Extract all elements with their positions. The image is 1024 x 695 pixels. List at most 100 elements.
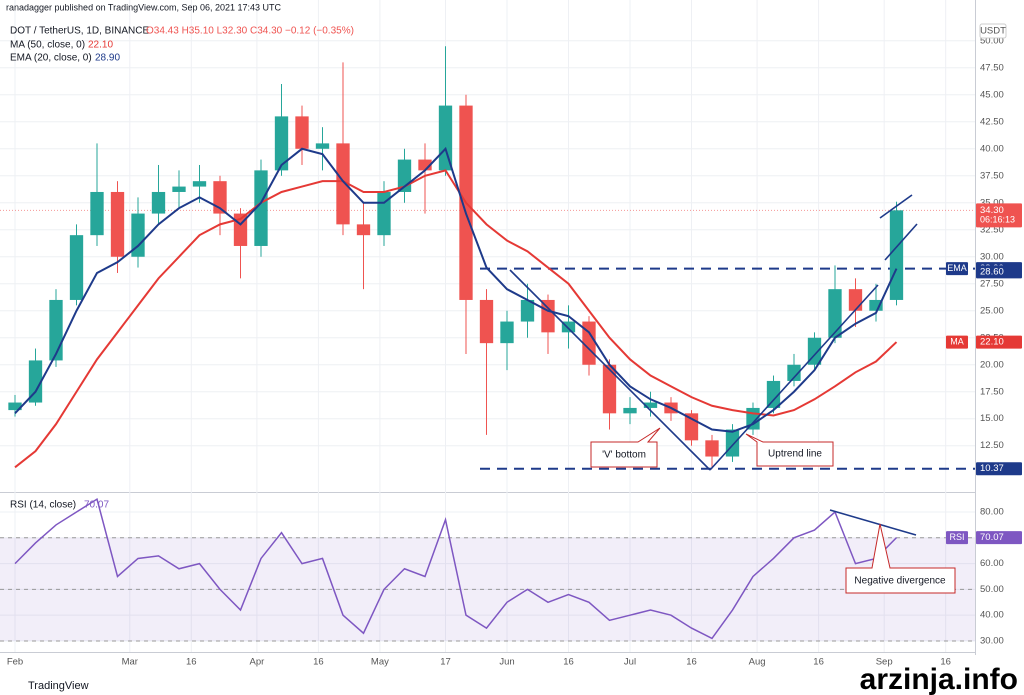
candle-body xyxy=(28,360,43,403)
rsi-tag-label: 70.07 xyxy=(980,532,1004,543)
callout xyxy=(845,523,956,594)
price-tag xyxy=(976,265,1022,279)
x-tick-label: 16 xyxy=(686,657,697,668)
y-tick-label: 50.00 xyxy=(980,35,1004,46)
y-tick-label: 80.00 xyxy=(980,507,1004,518)
price-tag-label: 28.60 xyxy=(980,266,1004,277)
x-tick-label: Apr xyxy=(250,657,265,668)
candle-body xyxy=(151,191,166,214)
candle-body xyxy=(418,159,432,171)
y-tick-label: 25.00 xyxy=(980,305,1004,316)
x-tick-label: 17 xyxy=(440,657,451,668)
tag-name-box xyxy=(946,262,968,276)
candle-body xyxy=(623,407,637,414)
ema-value: 28.90 xyxy=(95,53,120,64)
price-tag-label: 10.37 xyxy=(980,463,1004,474)
y-tick-label: 50.00 xyxy=(980,584,1004,595)
rsi-line xyxy=(14,497,898,640)
tag-name: EMA xyxy=(947,263,967,273)
ema-label: EMA (20, close, 0) xyxy=(10,53,92,64)
y-tick-label: 30.00 xyxy=(980,251,1004,262)
x-tick-label: Mar xyxy=(122,657,138,668)
x-tick-label: Jun xyxy=(499,657,514,668)
candle-body xyxy=(69,235,84,300)
candle-body xyxy=(479,299,494,344)
y-tick-label: 17.50 xyxy=(980,386,1004,397)
trendline xyxy=(509,269,711,471)
x-tick-label: Sep xyxy=(876,657,893,668)
tag-name-box xyxy=(946,531,968,545)
candle-body xyxy=(602,364,617,414)
ma-label: MA (50, close, 0) xyxy=(10,40,85,51)
candle-body xyxy=(561,321,576,333)
candle-body xyxy=(131,213,145,257)
price-tag-label: 22.10 xyxy=(980,337,1004,348)
candle-body xyxy=(192,181,207,187)
y-tick-label: 15.00 xyxy=(980,413,1004,424)
candle-body xyxy=(725,429,740,457)
y-tick-label: 42.50 xyxy=(980,116,1004,127)
candle-body xyxy=(828,289,842,338)
trendlines xyxy=(509,194,918,536)
annotation-boxes: 'V' bottom Uptrend line Negative diverge… xyxy=(590,427,956,594)
x-tick-label: Feb xyxy=(7,657,23,668)
y-tick-label: 47.50 xyxy=(980,62,1004,73)
price-tag xyxy=(976,462,1022,476)
candle-body xyxy=(172,186,186,192)
candle-body xyxy=(49,299,63,361)
x-tick-label: May xyxy=(371,657,389,668)
currency: USDT xyxy=(980,26,1006,37)
trendline xyxy=(884,223,918,261)
y-tick-label: 30.00 xyxy=(980,635,1004,646)
candle-body xyxy=(438,105,453,171)
trendline xyxy=(879,194,913,219)
x-tick-label: 16 xyxy=(563,657,574,668)
y-tick-label: 12.50 xyxy=(980,440,1004,451)
candle-body xyxy=(889,210,904,300)
x-tick-label: 16 xyxy=(813,657,824,668)
annotation: Uptrend line xyxy=(768,449,822,460)
x-tick-label: 16 xyxy=(186,657,197,668)
candle-body xyxy=(254,170,268,246)
y-tick-label: 32.50 xyxy=(980,224,1004,235)
candle-body xyxy=(336,143,350,225)
annotation: 'V' bottom xyxy=(602,450,646,461)
y-tick-label: 45.00 xyxy=(980,89,1004,100)
x-tick-label: 16 xyxy=(940,657,951,668)
price-tag-label: 34.30 xyxy=(980,205,1004,216)
y-tick-label: 35.00 xyxy=(980,197,1004,208)
y-tick-label: 27.50 xyxy=(980,278,1004,289)
candle-body xyxy=(520,299,535,322)
candle-body xyxy=(582,321,596,365)
currency-box xyxy=(979,23,1007,39)
price-tag xyxy=(976,203,1022,228)
candle-body xyxy=(295,116,309,149)
candle-body xyxy=(705,440,719,457)
y-tick-label: 60.00 xyxy=(980,558,1004,569)
y-tick-label: 40.00 xyxy=(980,143,1004,154)
candle-body xyxy=(500,321,514,344)
candle-body xyxy=(315,143,330,149)
rsi-label: RSI (14, close) xyxy=(10,500,76,511)
tag-name: RSI xyxy=(949,532,964,542)
watermark: arzinja.info xyxy=(860,663,1018,695)
candle-body xyxy=(869,299,883,311)
y-tick-label: 40.00 xyxy=(980,610,1004,621)
candle-body xyxy=(274,116,289,171)
candle-body xyxy=(110,191,125,257)
trendline xyxy=(709,284,879,471)
callout xyxy=(745,433,834,467)
trendline xyxy=(829,509,917,536)
callout xyxy=(590,427,661,468)
indicator-line xyxy=(14,169,898,469)
ohlc: O34.43 H35.10 L32.30 C34.30 −0.12 (−0.35… xyxy=(146,26,354,37)
rsi-tag xyxy=(976,531,1022,545)
candle-body xyxy=(643,402,658,408)
price-tag-sub: 06:16:13 xyxy=(980,215,1015,225)
candle-body xyxy=(766,380,781,408)
candle-body xyxy=(787,364,801,381)
tag-name-box xyxy=(946,335,968,349)
candle-body xyxy=(541,299,555,333)
brand: TradingView xyxy=(28,680,89,692)
